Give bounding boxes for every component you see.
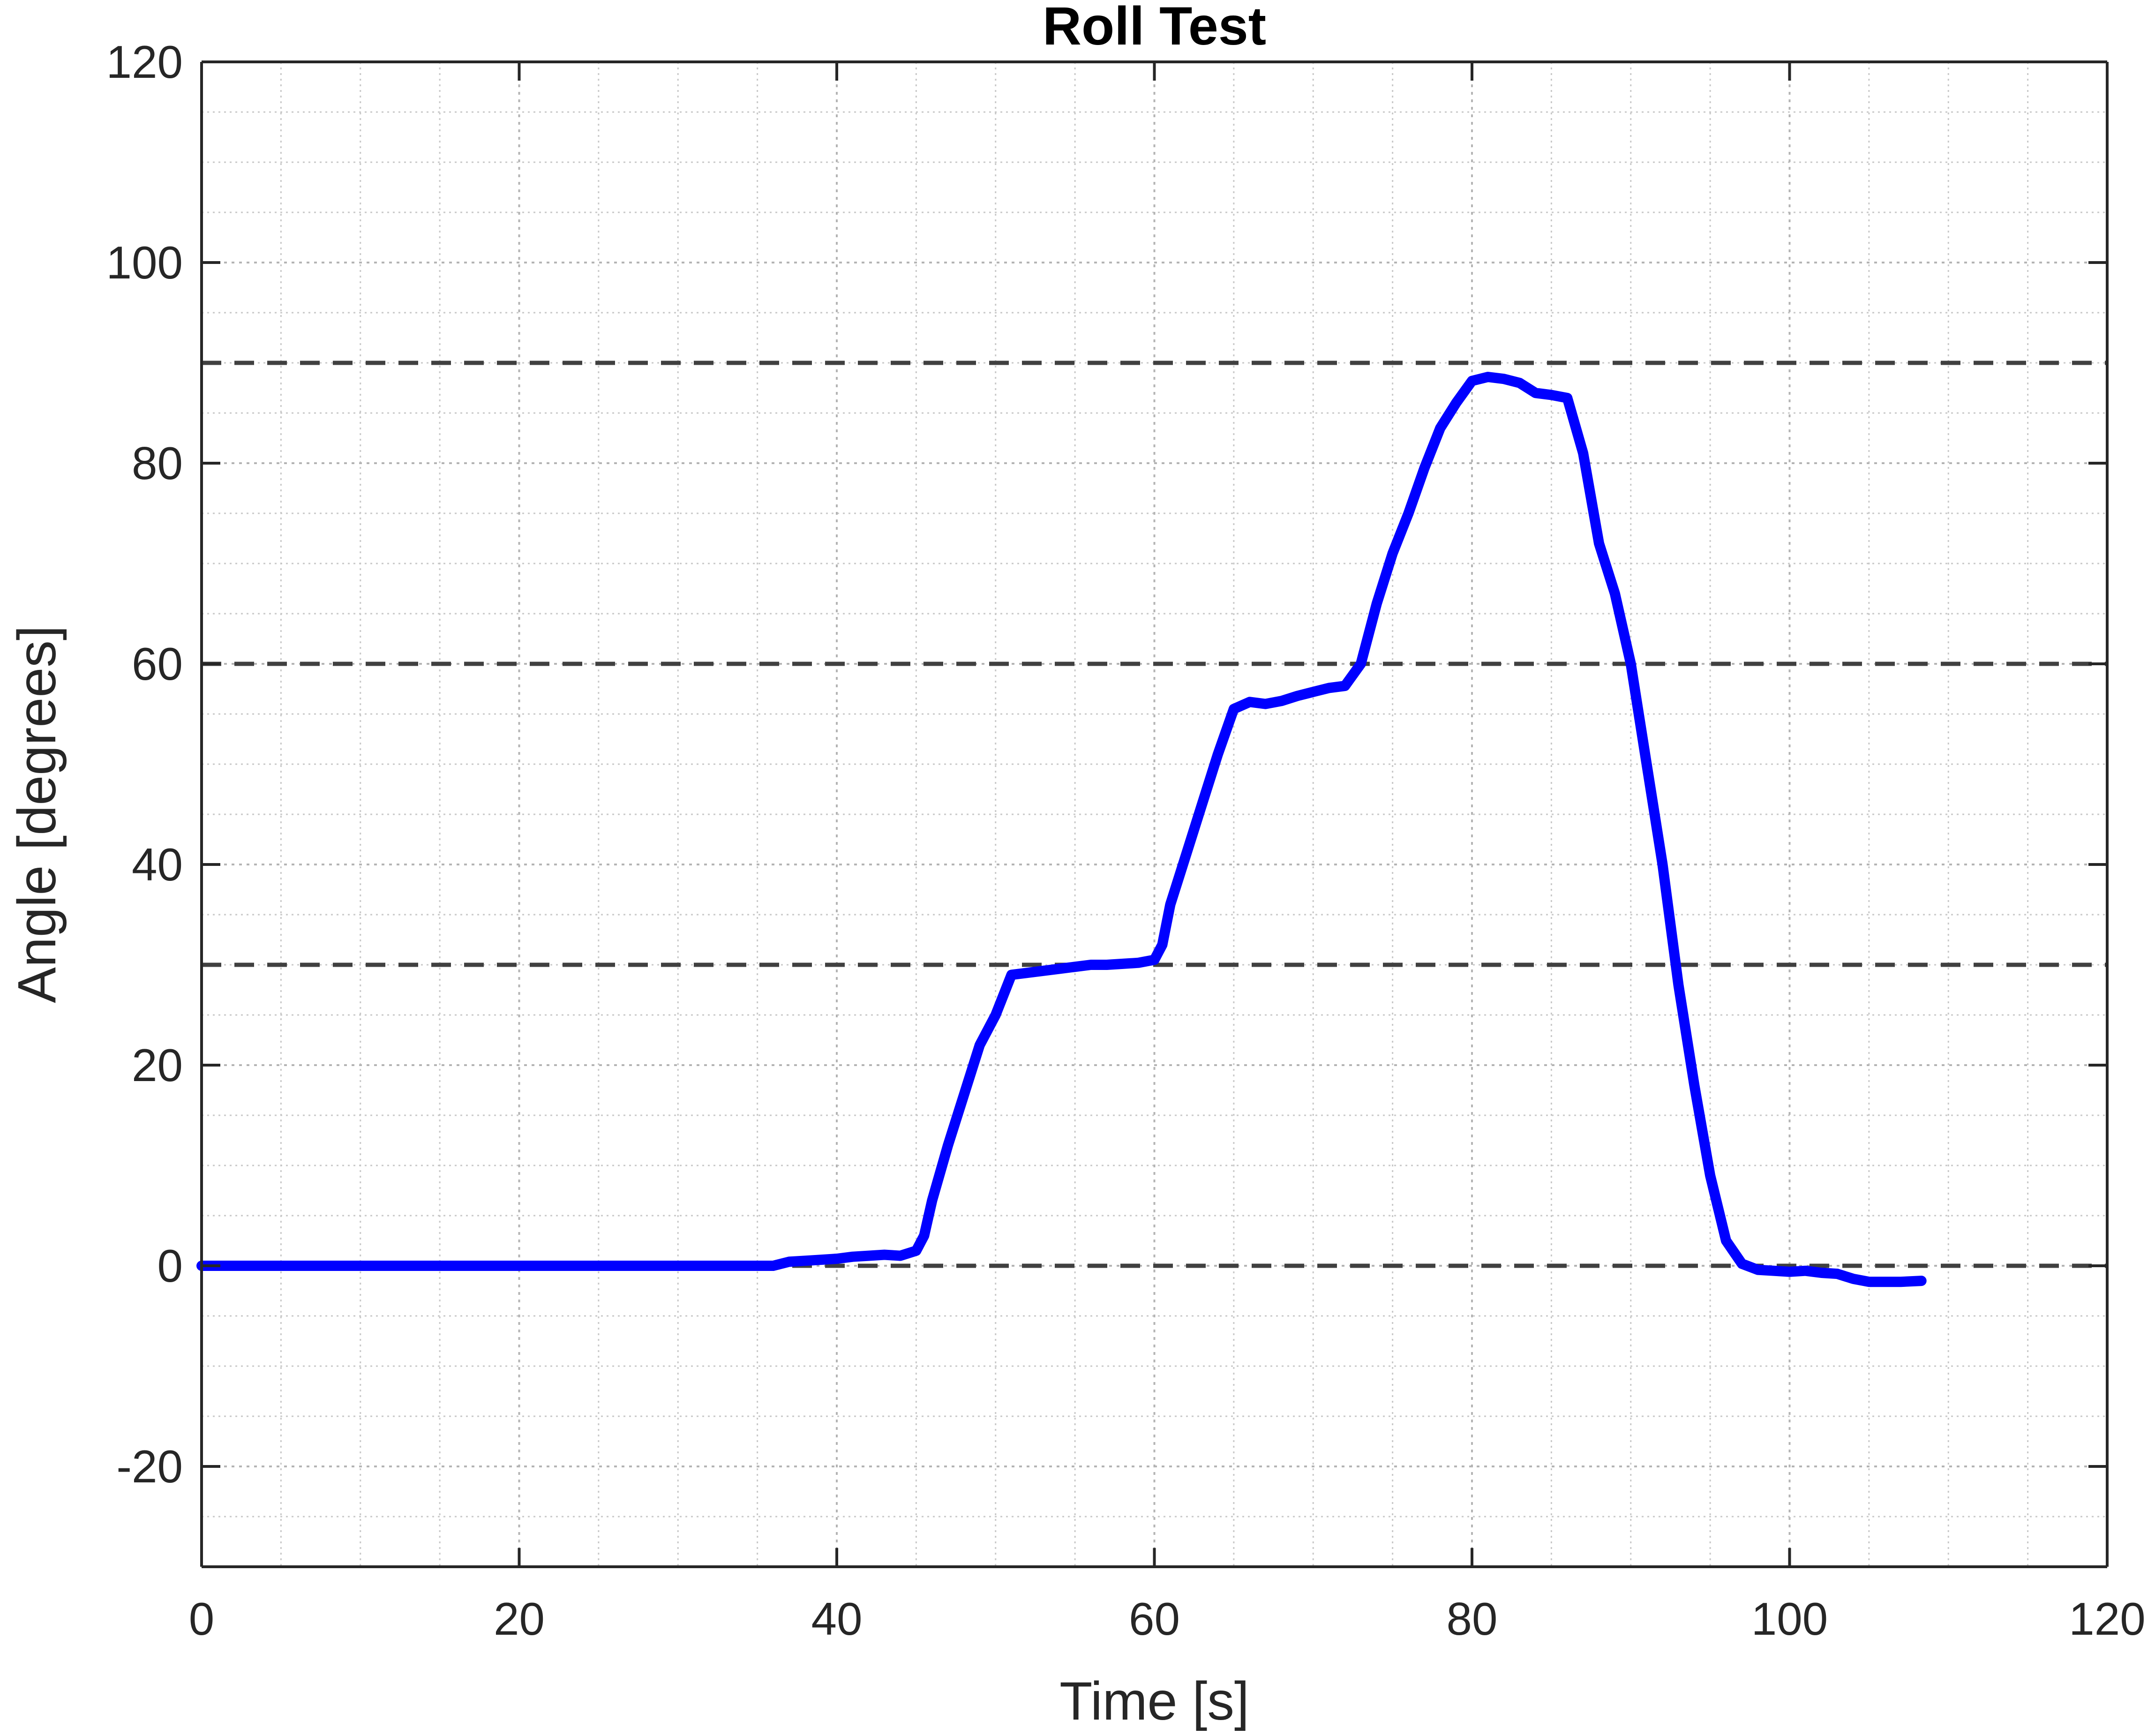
x-tick-label: 120	[2069, 1593, 2146, 1645]
x-tick-label: 40	[811, 1593, 862, 1645]
x-ticks: 0 20 40 60 80 100 120	[189, 62, 2146, 1645]
y-tick-label: 80	[132, 437, 183, 489]
x-axis-label: Time [s]	[1059, 1671, 1249, 1731]
y-tick-label: 120	[106, 36, 183, 88]
chart-title: Roll Test	[1043, 0, 1266, 56]
y-tick-label: 60	[132, 638, 183, 690]
x-tick-label: 20	[494, 1593, 545, 1645]
data-series-line	[196, 372, 1927, 1287]
y-tick-label: -20	[116, 1441, 183, 1492]
y-axis-label: Angle [degrees]	[7, 625, 67, 1003]
y-tick-label: 20	[132, 1039, 183, 1091]
x-tick-label: 0	[189, 1593, 215, 1645]
y-ticks: -20 0 20 40 60 80 100 120	[106, 36, 2107, 1492]
y-tick-label: 40	[132, 839, 183, 890]
y-tick-label: 100	[106, 237, 183, 288]
x-tick-label: 80	[1446, 1593, 1497, 1645]
x-tick-label: 100	[1751, 1593, 1828, 1645]
y-tick-label: 0	[157, 1240, 183, 1292]
series-layer	[196, 372, 1927, 1287]
x-tick-label: 60	[1129, 1593, 1180, 1645]
